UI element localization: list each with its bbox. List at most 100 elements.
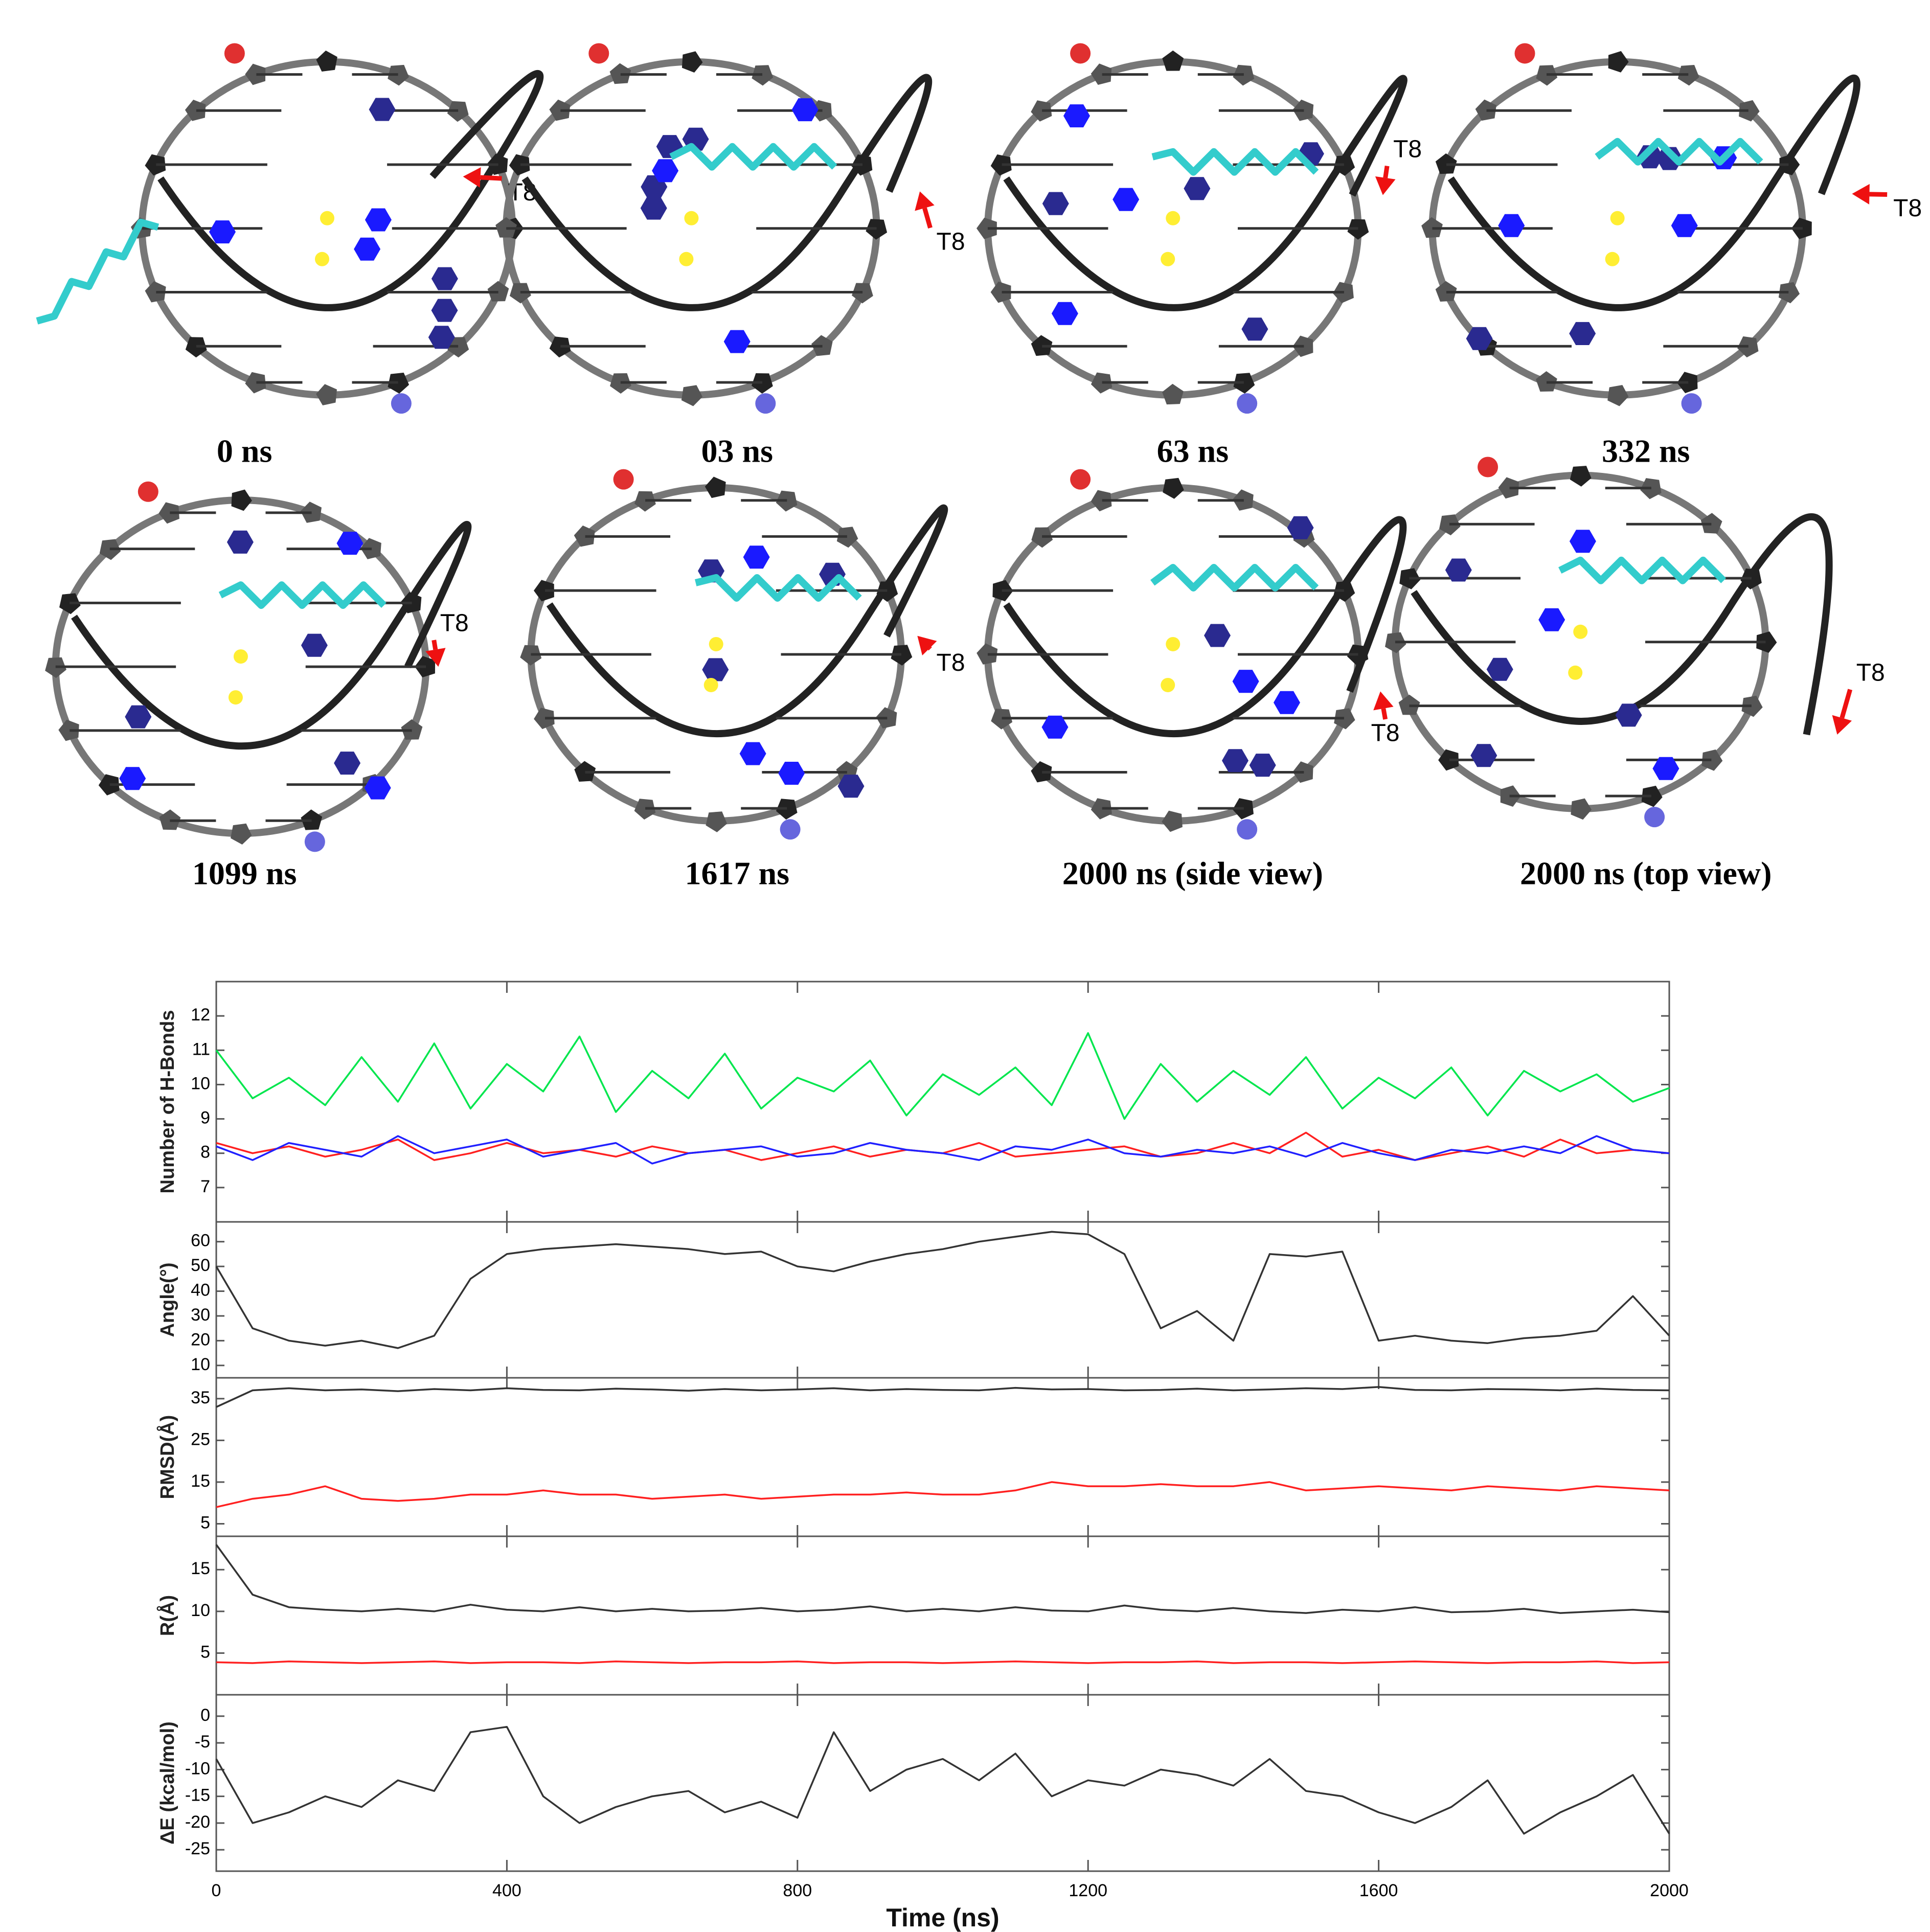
plot-frame [215, 1221, 1670, 1379]
base [1615, 703, 1642, 727]
snapshot-label: 03 ns [701, 433, 774, 469]
terminus [1237, 393, 1258, 414]
arrow-head [463, 167, 481, 188]
base [334, 752, 361, 775]
terminus [588, 43, 609, 64]
arrow-head [917, 635, 937, 655]
base [1652, 757, 1679, 780]
ion [703, 677, 718, 692]
marker-label: T8 [1893, 195, 1922, 222]
base [431, 299, 458, 322]
y-tick-label: -5 [195, 1732, 210, 1752]
base [226, 530, 254, 554]
ion [314, 252, 329, 266]
ion [684, 211, 699, 225]
y-tick-label: 30 [191, 1305, 210, 1325]
sugar [681, 385, 703, 406]
sugar [549, 336, 571, 358]
terminus [1644, 807, 1665, 828]
arrow [432, 640, 438, 650]
arrow [1383, 165, 1390, 178]
ligand [1150, 563, 1319, 592]
series-line [216, 1481, 1670, 1508]
backbone [71, 520, 472, 750]
base [1249, 754, 1276, 777]
arrow [928, 646, 932, 651]
y-tick-label: 20 [191, 1330, 210, 1349]
sugar [1641, 785, 1663, 807]
plot-frame [215, 1535, 1670, 1696]
x-tick-label: 1600 [1359, 1881, 1398, 1900]
sugar [1701, 749, 1723, 771]
terminus [1514, 43, 1535, 64]
y-tick-label: 5 [200, 1642, 210, 1662]
ligand [1558, 556, 1727, 584]
sugar [891, 645, 913, 666]
base [1470, 744, 1497, 767]
ion [320, 211, 334, 225]
sugar [1739, 100, 1760, 122]
ion [233, 649, 248, 664]
ion [709, 637, 723, 651]
sugar [316, 50, 337, 72]
ion [1166, 637, 1180, 651]
sugar [1162, 383, 1184, 405]
base [739, 742, 766, 765]
sugar [1741, 695, 1763, 717]
base [1112, 188, 1140, 211]
y-tick-label: 8 [200, 1143, 210, 1162]
sugar [990, 154, 1012, 176]
ligand [1151, 148, 1319, 176]
snapshot: T8 2000 ns (side view) [977, 469, 1407, 891]
y-tick-label: 7 [200, 1177, 210, 1196]
sugar [1475, 99, 1496, 121]
base [1466, 327, 1493, 350]
y-tick-label: 10 [191, 1601, 210, 1620]
sugar [1607, 385, 1629, 406]
sugar [1498, 477, 1519, 499]
backbone [1003, 75, 1407, 311]
terminus [780, 819, 801, 840]
arrow-head [1852, 184, 1870, 204]
arrow-head [1375, 176, 1396, 195]
sugar [145, 281, 166, 303]
sugar [388, 64, 409, 86]
series-line [216, 1386, 1670, 1408]
marker-label: T8 [937, 228, 965, 255]
sugar [1536, 371, 1557, 392]
sugar [158, 502, 179, 524]
base [1637, 145, 1664, 169]
terminus [613, 469, 634, 490]
series-line [216, 1660, 1670, 1664]
marker-label: T8 [440, 610, 469, 637]
y-tick-label: 9 [200, 1108, 210, 1128]
sugar [1571, 798, 1592, 820]
sugar [1162, 50, 1184, 71]
y-tick-label: -15 [185, 1786, 210, 1805]
sugar [388, 372, 410, 394]
x-axis-label: Time (ns) [886, 1903, 999, 1932]
y-tick-label: 15 [191, 1471, 210, 1491]
backbone [1003, 516, 1407, 738]
sugar [1778, 282, 1800, 304]
sugar [977, 643, 998, 665]
ligand [695, 574, 862, 602]
ion [1161, 677, 1175, 692]
marker-label: T8 [1393, 135, 1422, 163]
sugar [549, 99, 571, 121]
arrow [1869, 192, 1888, 197]
snapshot: T8 1099 ns [45, 481, 472, 891]
sugar [231, 489, 252, 511]
x-tick-label: 0 [212, 1881, 221, 1900]
series-line [215, 1544, 1670, 1614]
base [1222, 749, 1248, 772]
y-tick-label: 0 [200, 1706, 210, 1725]
sugar [495, 217, 517, 238]
sugar [1608, 51, 1629, 73]
base [209, 220, 236, 244]
y-tick-label: 50 [191, 1256, 210, 1275]
ligand [1595, 138, 1763, 166]
base [1445, 558, 1472, 582]
terminus [1237, 819, 1258, 840]
sugar [1091, 63, 1112, 85]
